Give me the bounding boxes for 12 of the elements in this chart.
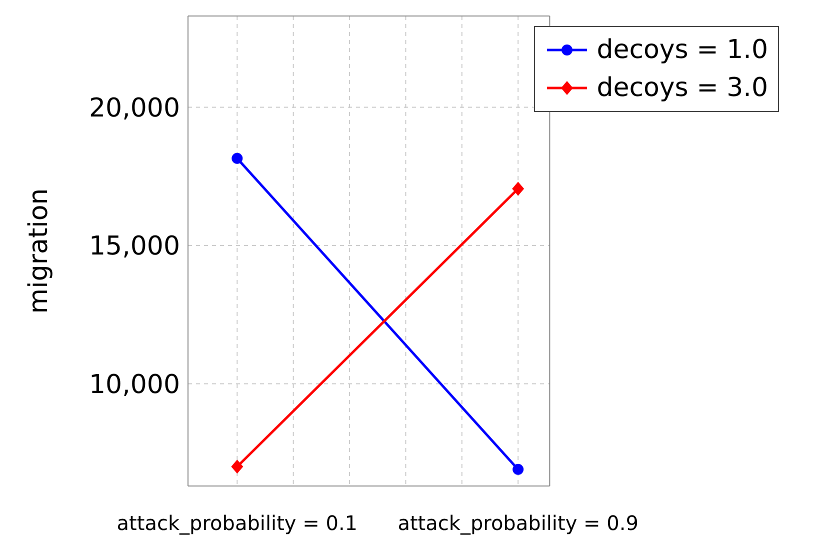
y-tick-label: 20,000 (89, 93, 180, 124)
legend-label: decoys = 1.0 (596, 34, 768, 67)
x-tick-label: attack_probability = 0.9 (398, 511, 638, 536)
y-tick-label: 10,000 (89, 370, 180, 400)
x-tick-label: attack_probability = 0.1 (116, 511, 358, 536)
y-tick-label: 15,000 (89, 232, 180, 262)
point (232, 152, 243, 164)
point (231, 460, 244, 474)
point (512, 464, 524, 475)
legend-label: decoys = 3.0 (596, 72, 768, 105)
point (512, 182, 524, 196)
y-axis-title: migration (24, 188, 54, 314)
